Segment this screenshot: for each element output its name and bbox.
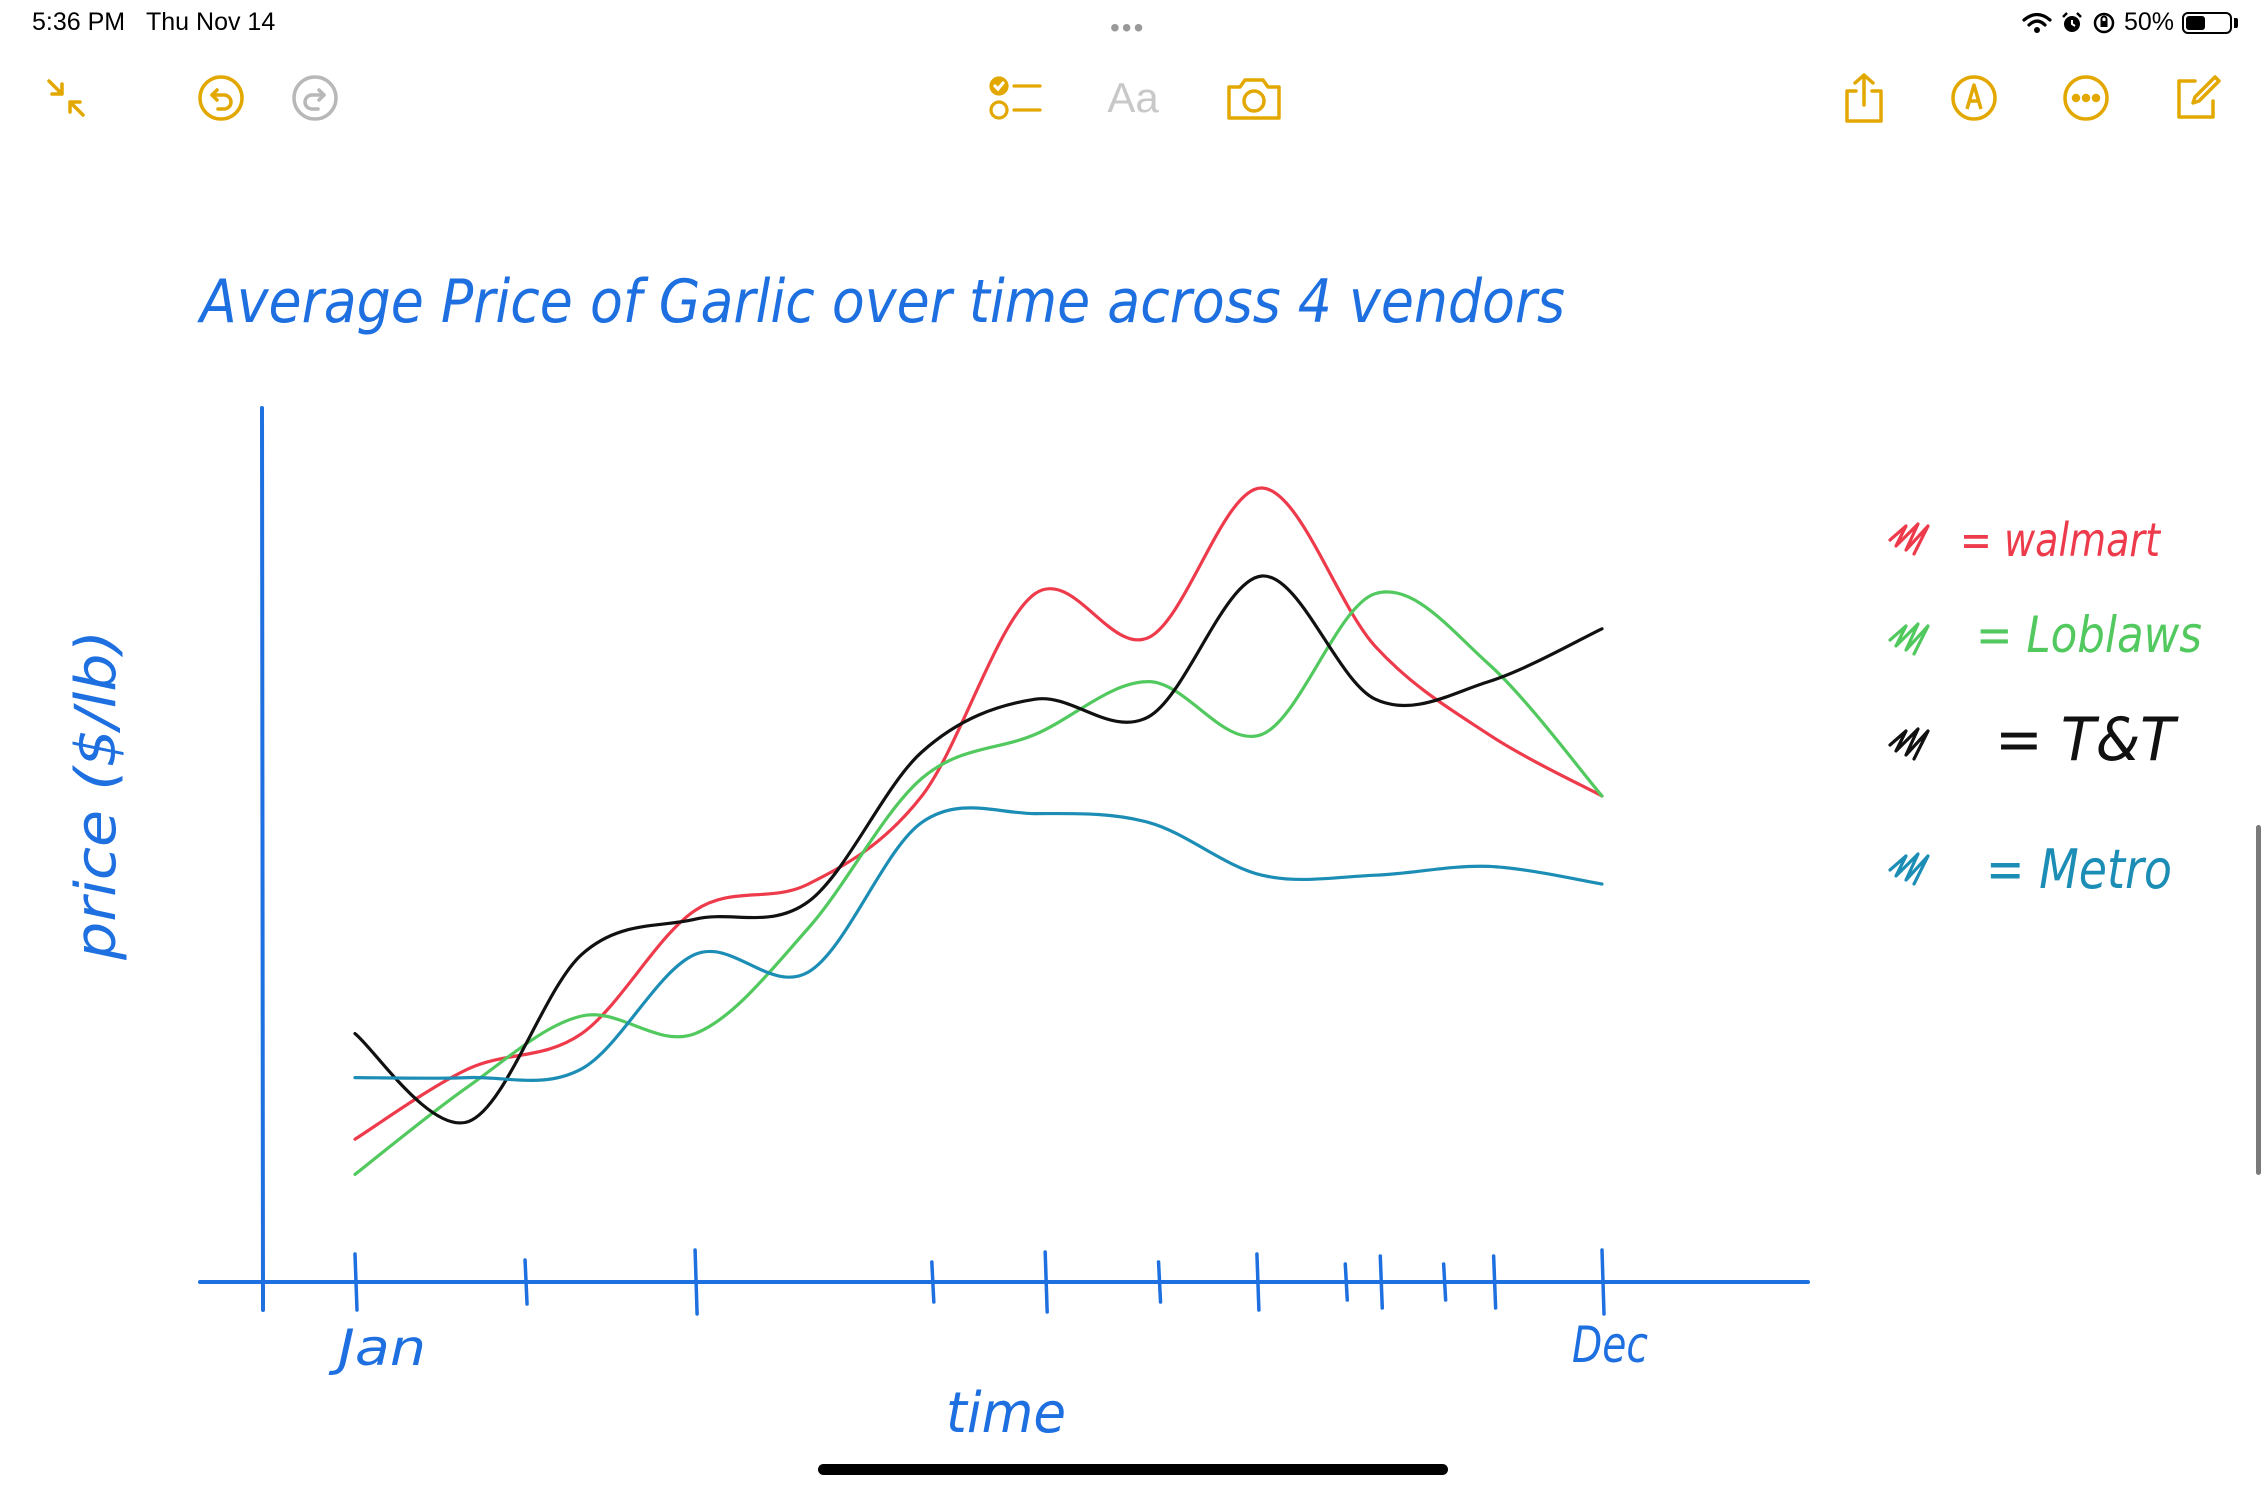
series-line-loblaws <box>353 590 1604 1176</box>
x-tick-mark <box>1378 1254 1385 1310</box>
compose-button[interactable] <box>2170 70 2226 126</box>
alarm-icon <box>2062 11 2082 32</box>
collapse-icon <box>47 79 85 117</box>
home-indicator[interactable] <box>818 1464 1448 1475</box>
legend-label-tnt: = T&T <box>1995 705 2179 775</box>
legend-label-walmart: = walmart <box>1960 513 2162 567</box>
wifi-icon <box>2022 12 2052 33</box>
y-axis-label: price ($/lb) <box>64 630 129 961</box>
legend-swatch <box>1888 522 1930 556</box>
series-line-metro <box>353 806 1604 1083</box>
legend-label-loblaws: = Loblaws <box>1976 606 2202 664</box>
status-indicators: 50% <box>2022 8 2238 37</box>
collapse-button[interactable] <box>38 70 94 126</box>
x-tick-mark <box>1156 1260 1163 1304</box>
series-line-t-t <box>353 574 1604 1125</box>
legend-swatch <box>1888 852 1930 886</box>
more-button[interactable] <box>2058 70 2114 126</box>
x-tick-mark <box>1043 1250 1049 1314</box>
legend-swatch <box>1888 622 1930 656</box>
redo-icon <box>292 75 338 121</box>
battery-fill <box>2186 15 2206 30</box>
battery-nub <box>2234 17 2238 28</box>
scroll-indicator[interactable] <box>2256 825 2261 1175</box>
battery-icon <box>2182 11 2232 34</box>
compose-icon <box>2177 75 2221 119</box>
x-tick-mark <box>1441 1262 1448 1302</box>
legend-label-metro: = Metro <box>1986 838 2172 901</box>
share-icon <box>1845 73 1883 123</box>
x-tick-mark <box>930 1260 936 1304</box>
x-tick-mark <box>1255 1252 1261 1312</box>
x-tick-mark <box>523 1258 529 1306</box>
text-format-button[interactable]: Aa <box>1107 74 1159 121</box>
more-icon <box>2063 75 2109 121</box>
chart-legend <box>1888 522 1930 886</box>
undo-button[interactable] <box>193 70 249 126</box>
camera-button[interactable] <box>1224 70 1284 126</box>
x-tick-mark <box>1491 1254 1498 1310</box>
redo-button[interactable] <box>287 70 343 126</box>
share-button[interactable] <box>1836 70 1892 126</box>
markup-icon <box>1951 75 1997 121</box>
status-date: Thu Nov 14 <box>146 8 276 36</box>
status-bar: 5:36 PM Thu Nov 14 ••• 50% <box>0 0 2266 46</box>
x-tick-label-dec: Dec <box>1572 1316 1648 1374</box>
x-tick-mark <box>693 1248 699 1316</box>
chart-title: Average Price of Garlic over time across… <box>196 267 1565 337</box>
x-axis-label: time <box>946 1381 1066 1446</box>
checklist-button[interactable] <box>984 70 1048 126</box>
orientation-lock-icon <box>2093 12 2115 33</box>
x-tick-mark <box>353 1252 359 1312</box>
legend-swatch <box>1888 727 1930 761</box>
undo-icon <box>198 75 244 121</box>
x-tick-mark <box>1600 1248 1606 1316</box>
status-time: 5:36 PM <box>32 8 126 36</box>
multitasking-dots-icon[interactable]: ••• <box>1110 12 1146 43</box>
checklist-icon <box>989 76 1042 120</box>
y-axis-line <box>260 406 265 1312</box>
chart-axes <box>198 406 1810 1316</box>
camera-icon <box>1227 78 1281 120</box>
series-line-walmart <box>353 486 1604 1141</box>
chart-lines <box>353 486 1604 1176</box>
x-tick-label-jan: Jan <box>328 1319 426 1377</box>
x-tick-mark <box>1343 1262 1350 1302</box>
battery-percent: 50% <box>2123 8 2174 36</box>
markup-button[interactable] <box>1946 70 2002 126</box>
